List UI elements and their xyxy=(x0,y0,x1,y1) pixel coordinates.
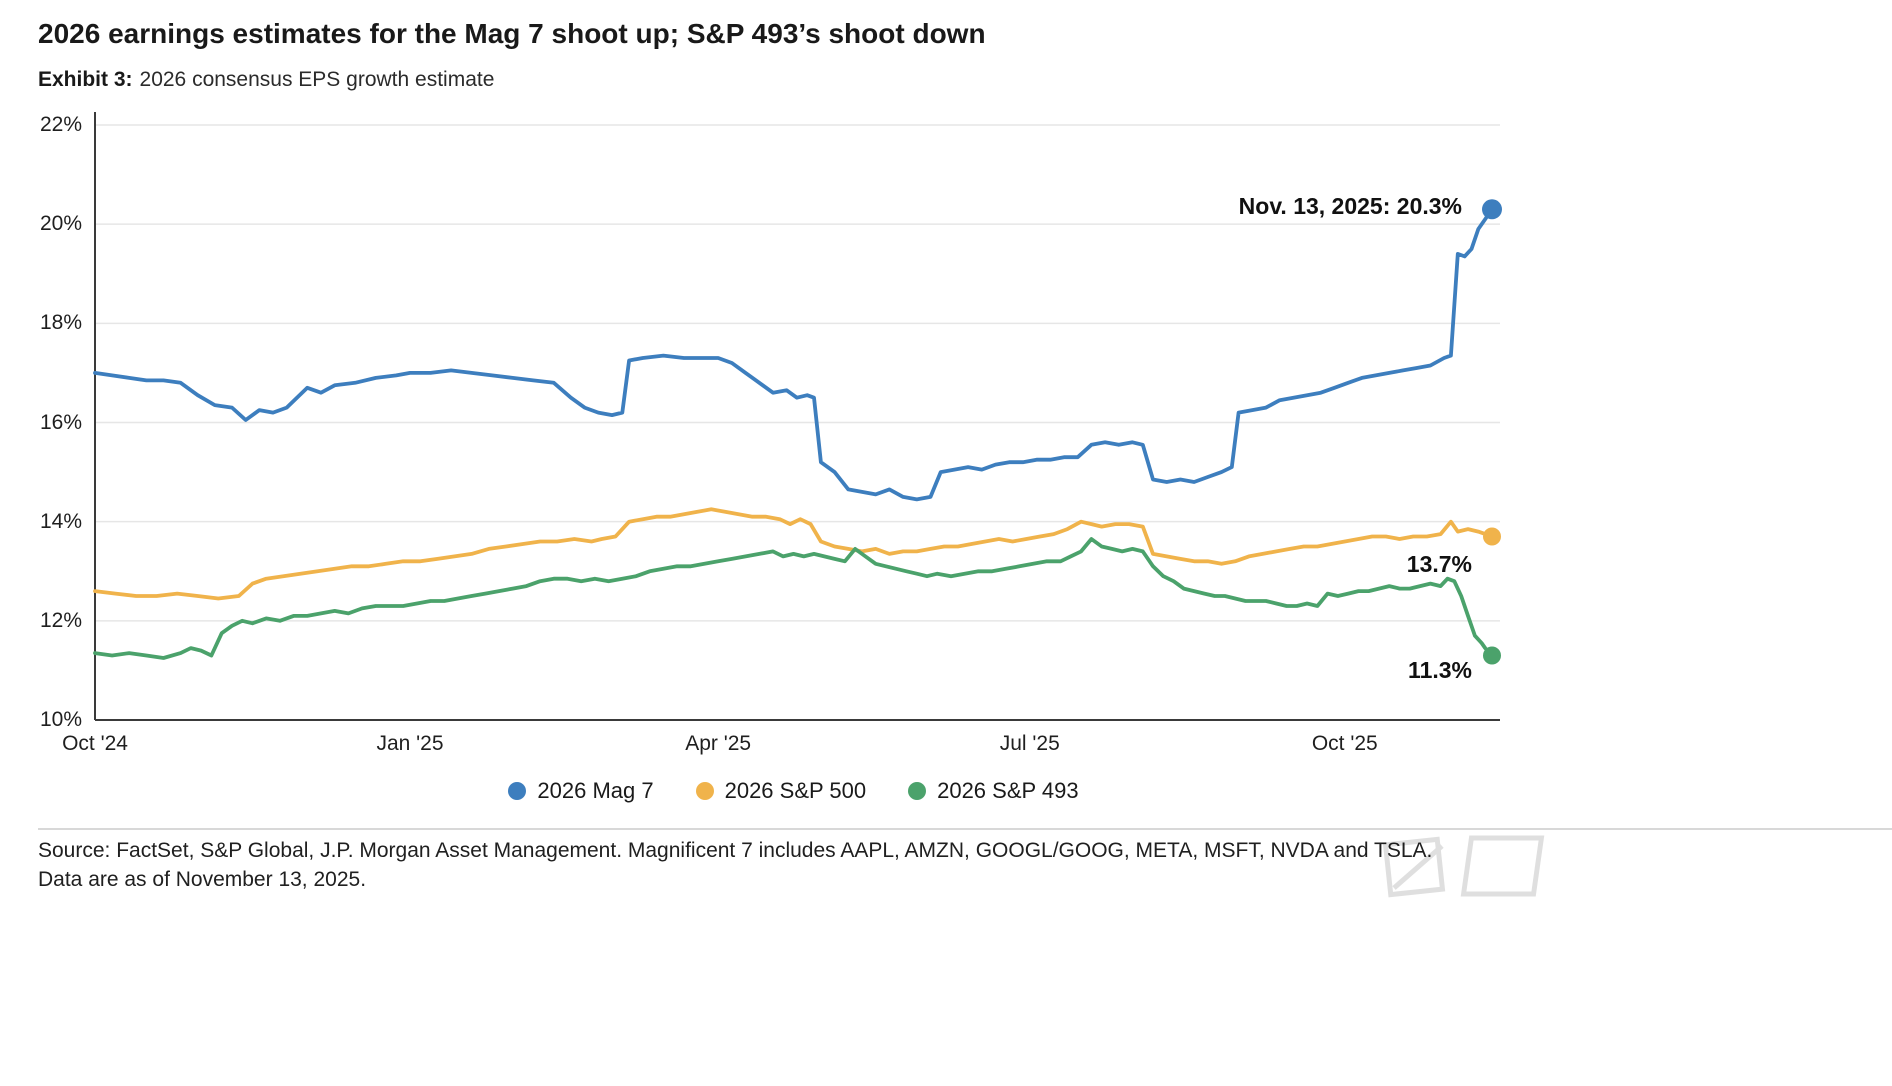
series-line-2 xyxy=(93,537,1494,660)
y-axis-label-18: 18% xyxy=(39,311,82,335)
chart-title: 2026 earnings estimates for the Mag 7 sh… xyxy=(38,18,986,49)
subtitle-text: 2026 consensus EPS growth estimate xyxy=(139,68,495,91)
y-axis-label-12: 12% xyxy=(39,608,82,632)
legend-label-mag7: 2026 Mag 7 xyxy=(537,778,654,803)
series-line-0 xyxy=(93,207,1494,502)
chart-legend: 2026 Mag 7 2026 S&P 500 2026 S&P 493 xyxy=(95,778,1492,804)
y-axis-label-10: 10% xyxy=(39,708,82,731)
annotation-mag7-latest: Nov. 13, 2025: 20.3% xyxy=(1238,193,1462,219)
legend-item-sp500: 2026 S&P 500 xyxy=(695,778,867,804)
x-axis-label-apr25: Apr '25 xyxy=(685,732,752,755)
chart-subtitle: Exhibit 3: 2026 consensus EPS growth esti… xyxy=(38,68,494,92)
x-axis-label-jan25: Jan '25 xyxy=(376,732,444,755)
exhibit-label: Exhibit 3: xyxy=(38,68,133,91)
x-axis-label-oct24: Oct '24 xyxy=(62,732,128,755)
series-endpoint-0 xyxy=(1482,199,1502,220)
legend-label-sp493: 2026 S&P 493 xyxy=(937,778,1079,803)
y-axis-label-22: 22% xyxy=(39,113,82,136)
legend-item-sp493: 2026 S&P 493 xyxy=(908,778,1079,804)
x-axis-label-oct25: Oct '25 xyxy=(1311,732,1378,755)
series-endpoint-2 xyxy=(1483,646,1501,665)
y-axis-label-20: 20% xyxy=(39,212,82,236)
source-line-1: Source: FactSet, S&P Global, J.P. Morgan… xyxy=(38,839,1433,862)
x-axis-label-jul25: Jul '25 xyxy=(999,732,1060,755)
divider-line xyxy=(38,828,1892,830)
y-axis-label-16: 16% xyxy=(39,410,82,434)
legend-label-sp500: 2026 S&P 500 xyxy=(724,778,867,803)
legend-item-mag7: 2026 Mag 7 xyxy=(508,778,654,804)
legend-dot-mag7-icon xyxy=(508,782,527,800)
legend-dot-sp500-icon xyxy=(695,782,714,800)
annotation-sp500-latest: 13.7% xyxy=(1406,551,1472,577)
source-note: Source: FactSet, S&P Global, J.P. Morgan… xyxy=(38,836,1432,894)
y-axis-label-14: 14% xyxy=(39,509,82,533)
legend-dot-sp493-icon xyxy=(908,782,927,800)
source-line-2: Data are as of November 13, 2025. xyxy=(38,868,367,891)
watermark xyxy=(1382,835,1545,898)
annotation-sp493-latest: 11.3% xyxy=(1408,657,1472,683)
series-endpoint-1 xyxy=(1483,527,1501,546)
